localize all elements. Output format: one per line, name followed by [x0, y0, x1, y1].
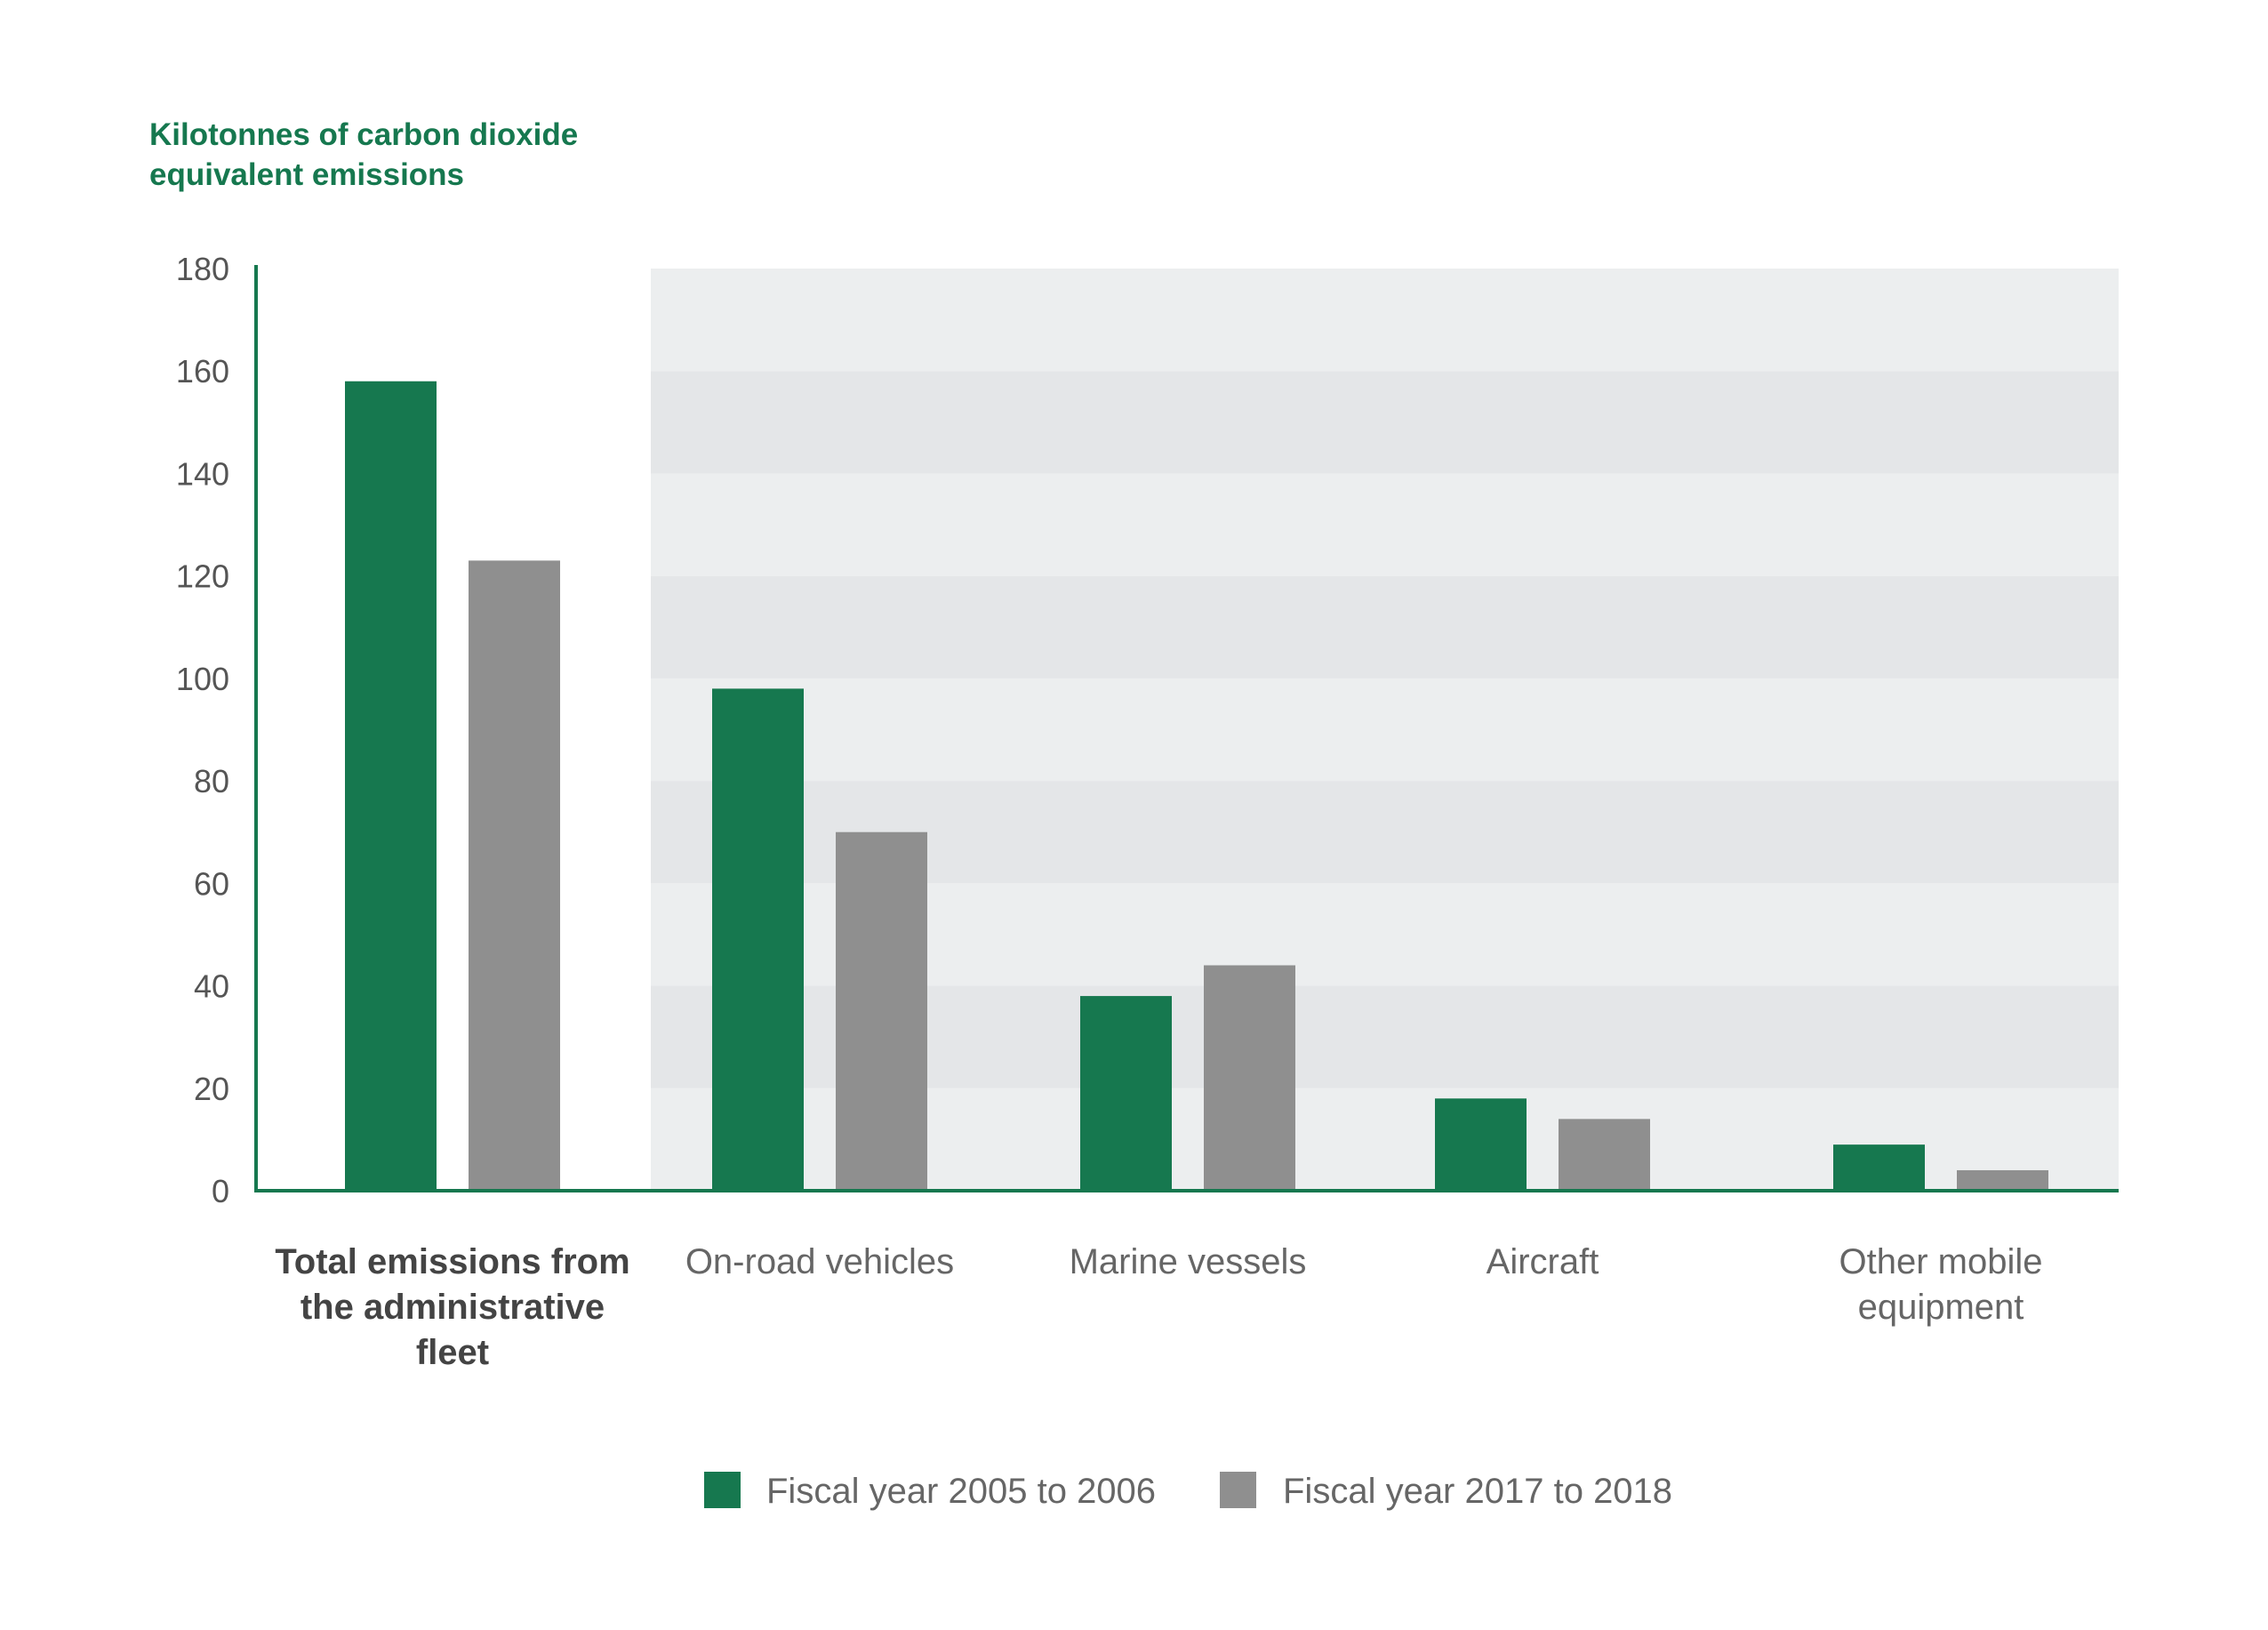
y-tick-label: 40 [194, 968, 229, 1005]
bar [1435, 1098, 1527, 1191]
background-band [651, 473, 2119, 576]
y-tick-label: 60 [194, 865, 229, 902]
y-tick-label: 0 [212, 1173, 229, 1209]
axes [254, 265, 2119, 1192]
legend-label-2017-2018: Fiscal year 2017 to 2018 [1283, 1472, 1672, 1511]
background-band [651, 678, 2119, 782]
y-tick-label: 140 [176, 455, 229, 492]
bar [1833, 1144, 1925, 1191]
background-band [651, 371, 2119, 474]
x-category-label: Total emissions from [275, 1242, 629, 1281]
background-band [651, 575, 2119, 678]
y-tick-label: 100 [176, 661, 229, 697]
x-category-label: the administrative [301, 1288, 605, 1327]
category-labels: Total emissions from the administrative fl… [275, 1242, 2042, 1372]
x-category-label: fleet [416, 1333, 489, 1372]
bar [1559, 1119, 1650, 1191]
legend-swatch-2017-2018 [1220, 1472, 1256, 1508]
x-category-label: Other mobile [1839, 1242, 2043, 1281]
legend: Fiscal year 2005 to 2006 Fiscal year 201… [704, 1472, 1672, 1511]
bar [836, 831, 927, 1191]
background-band [651, 269, 2119, 372]
background-bands [651, 269, 2119, 1191]
bars [345, 381, 2048, 1191]
bar [345, 381, 437, 1191]
bar [712, 688, 804, 1191]
legend-swatch-2005-2006 [704, 1472, 741, 1508]
bar [1204, 965, 1295, 1191]
x-category-label: Marine vessels [1070, 1242, 1307, 1281]
y-tick-label: 160 [176, 353, 229, 389]
x-category-label: On-road vehicles [685, 1242, 954, 1281]
y-tick-label: 80 [194, 763, 229, 799]
y-axis-ticks: 0 20 40 60 80 100 120 140 160 180 [176, 251, 229, 1209]
bar [1080, 996, 1172, 1191]
y-tick-label: 120 [176, 558, 229, 595]
y-axis-label-line-2: equivalent emissions [149, 157, 464, 192]
legend-label-2005-2006: Fiscal year 2005 to 2006 [766, 1472, 1156, 1511]
bar [469, 560, 560, 1191]
y-tick-label: 20 [194, 1071, 229, 1107]
x-category-label: Aircraft [1487, 1242, 1599, 1281]
bar [1957, 1169, 2048, 1191]
y-axis-label-line-1: Kilotonnes of carbon dioxide [149, 117, 578, 152]
y-tick-label: 180 [176, 251, 229, 287]
x-category-label: equipment [1858, 1288, 2024, 1327]
